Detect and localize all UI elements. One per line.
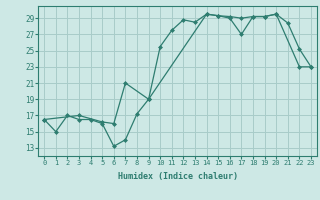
X-axis label: Humidex (Indice chaleur): Humidex (Indice chaleur) <box>118 172 238 181</box>
